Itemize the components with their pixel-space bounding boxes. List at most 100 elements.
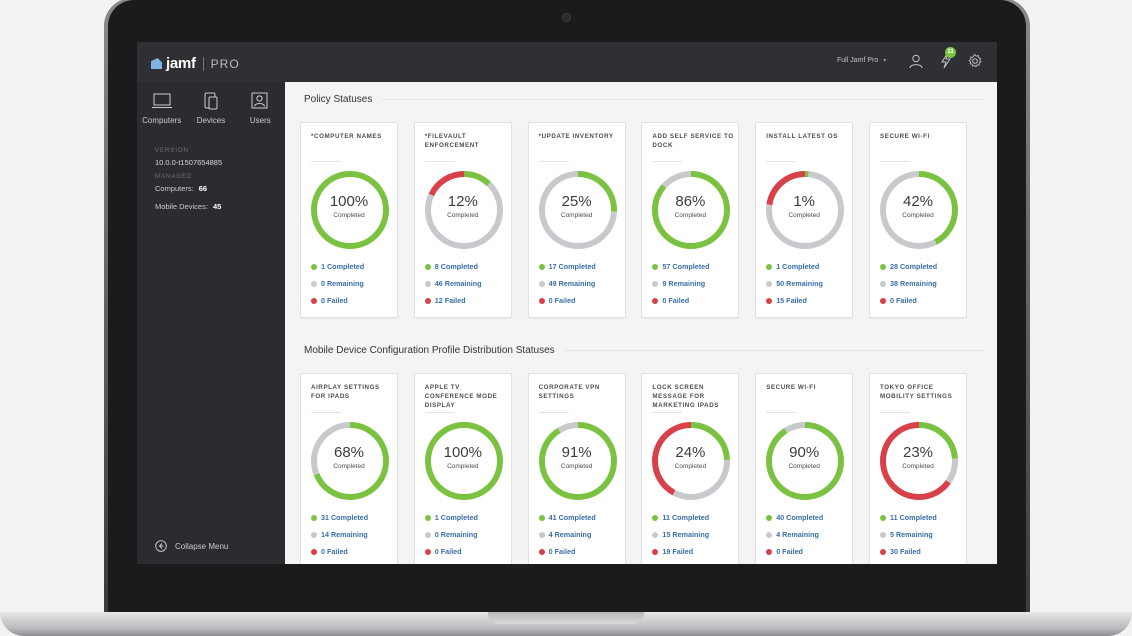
failed-count-link[interactable]: 19 Failed (652, 547, 693, 556)
completed-dot (538, 514, 545, 521)
status-card[interactable]: Install Latest OS 1% Completed 1 Completed 5… (755, 122, 854, 318)
card-title[interactable]: *Computer Names (311, 133, 382, 140)
completed-dot (766, 514, 773, 521)
card-title[interactable]: AirPlay Settings for iPads (311, 384, 380, 400)
status-card[interactable]: Corporate VPN Settings 91% Completed 41 Com… (527, 373, 626, 564)
status-card[interactable]: AirPlay Settings for iPads 68% Completed 31… (300, 373, 398, 564)
remaining-count-link[interactable]: 49 Remaining (538, 279, 595, 288)
remaining-count: 0 Remaining (321, 279, 364, 288)
card-title[interactable]: Install Latest OS (766, 133, 838, 140)
completed-count-link[interactable]: 11 Completed (652, 513, 709, 522)
site-selector[interactable]: Full Jamf Pro ▾ (837, 57, 886, 64)
failed-count-link[interactable]: 0 Failed (538, 296, 575, 305)
policy-section-label: Policy Statuses (304, 94, 373, 105)
completed-count-link[interactable]: 1 Completed (766, 262, 819, 271)
nav-item-users[interactable]: Users (236, 92, 285, 125)
failed-count-link[interactable]: 0 Failed (311, 547, 348, 556)
status-card[interactable]: Secure Wi-Fi 90% Completed 40 Completed 4 Re… (755, 373, 854, 564)
failed-count-link[interactable]: 0 Failed (424, 547, 462, 556)
status-card[interactable]: *Computer Names 100% Completed 1 Completed 0… (300, 122, 398, 318)
percent-completed: 86% (675, 193, 706, 210)
failed-dot (880, 297, 886, 304)
managed-mobile-devices: Mobile Devices: 45 (155, 202, 222, 211)
donut-segment-remaining (424, 171, 503, 249)
failed-count-link[interactable]: 0 Failed (311, 296, 348, 305)
percent-completed: 23% (902, 444, 934, 461)
laptop-notch (488, 612, 644, 624)
user-account-icon[interactable] (908, 53, 924, 69)
completed-count-link[interactable]: 11 Completed (880, 513, 937, 522)
collapse-arrow-icon (155, 540, 167, 552)
completed-count-link[interactable]: 40 Completed (766, 513, 823, 522)
card-title[interactable]: Tokyo Office Mobility Settings (880, 384, 953, 400)
card-title[interactable]: *FileVault Enforcement (424, 133, 480, 149)
completed-caption: Completed (447, 212, 479, 219)
sidebar: Computers Devices Users VERSION 10.0 (137, 82, 285, 564)
status-card[interactable]: Lock Screen Message for Marketing iPads 2… (641, 373, 740, 564)
remaining-count-link[interactable]: 15 Remaining (652, 530, 709, 539)
remaining-count-link[interactable]: 14 Remaining (311, 530, 368, 539)
card-title[interactable]: Add Self Service to Dock (652, 133, 734, 149)
completed-count-link[interactable]: 57 Completed (652, 262, 710, 271)
completed-dot (424, 514, 431, 521)
failed-count-link[interactable]: 12 Failed (424, 296, 466, 305)
status-card[interactable]: Apple TV Conference Mode Display 100% Comp… (413, 373, 512, 564)
status-card[interactable]: Secure Wi-Fi 42% Completed 28 Completed 38 R… (869, 122, 967, 318)
product-name: PRO (210, 56, 240, 71)
completed-caption: Completed (788, 463, 820, 470)
jamf-logo[interactable]: jamf PRO (151, 55, 240, 72)
status-card[interactable]: *FileVault Enforcement 12% Completed 8 Comp… (413, 122, 512, 318)
managed-computers: Computers: 66 (155, 184, 222, 193)
card-title[interactable]: Secure Wi-Fi (880, 133, 930, 140)
failed-count-link[interactable]: 0 Failed (538, 547, 575, 556)
server-info: VERSION 10.0.0-t1507654885 MANAGED Compu… (155, 148, 222, 220)
nav-item-devices[interactable]: Devices (186, 92, 235, 125)
remaining-count-link[interactable]: 5 Remaining (880, 530, 933, 539)
remaining-count-link[interactable]: 0 Remaining (311, 279, 364, 288)
failed-count-link[interactable]: 30 Failed (880, 547, 921, 556)
nav-item-computers[interactable]: Computers (137, 92, 186, 125)
collapse-menu-button[interactable]: Collapse Menu (155, 540, 228, 552)
completed-count-link[interactable]: 31 Completed (311, 513, 368, 522)
percent-completed: 12% (447, 193, 478, 210)
failed-count-link[interactable]: 15 Failed (766, 296, 807, 305)
remaining-count-link[interactable]: 0 Remaining (424, 530, 478, 539)
notifications-icon[interactable] (938, 53, 954, 69)
failed-count-link[interactable]: 0 Failed (880, 296, 917, 305)
status-card[interactable]: Tokyo Office Mobility Settings 23% Complet… (869, 373, 967, 564)
gear-icon[interactable] (967, 53, 983, 69)
status-card[interactable]: Add Self Service to Dock 86% Completed 57 C… (641, 122, 740, 318)
remaining-dot (538, 531, 545, 538)
completed-dot (424, 263, 431, 270)
completed-count-link[interactable]: 41 Completed (538, 513, 596, 522)
card-title[interactable]: Lock Screen Message for Marketing iPads (652, 384, 720, 409)
remaining-count-link[interactable]: 46 Remaining (424, 279, 482, 288)
card-title-divider (766, 412, 797, 413)
remaining-count-link[interactable]: 9 Remaining (652, 279, 705, 288)
percent-completed: 100% (329, 193, 369, 210)
completed-count-link[interactable]: 1 Completed (424, 513, 478, 522)
card-title[interactable]: *Update Inventory (538, 133, 614, 140)
card-title[interactable]: Secure Wi-Fi (766, 384, 817, 391)
card-title[interactable]: Corporate VPN Settings (538, 384, 600, 400)
percent-completed: 100% (443, 444, 482, 461)
card-title[interactable]: Apple TV Conference Mode Display (424, 384, 498, 409)
remaining-count-link[interactable]: 4 Remaining (766, 530, 819, 539)
completed-count: 11 Completed (662, 513, 710, 522)
donut-segment-remaining (880, 171, 958, 249)
remaining-count-link[interactable]: 4 Remaining (538, 530, 591, 539)
failed-count-link[interactable]: 0 Failed (766, 547, 803, 556)
managed-mobile-label: Mobile Devices: (155, 202, 208, 211)
completed-count-link[interactable]: 28 Completed (880, 262, 937, 271)
completed-count-link[interactable]: 17 Completed (538, 262, 596, 271)
collapse-menu-label: Collapse Menu (175, 541, 229, 551)
completed-count-link[interactable]: 1 Completed (311, 262, 364, 271)
failed-dot (652, 297, 659, 304)
progress-donut-chart (311, 171, 389, 249)
remaining-count-link[interactable]: 50 Remaining (766, 279, 823, 288)
completed-count-link[interactable]: 8 Completed (424, 262, 478, 271)
failed-count-link[interactable]: 0 Failed (652, 296, 689, 305)
remaining-count-link[interactable]: 38 Remaining (880, 279, 937, 288)
status-card[interactable]: *Update Inventory 25% Completed 17 Complete… (527, 122, 626, 318)
remaining-count: 4 Remaining (776, 530, 819, 539)
